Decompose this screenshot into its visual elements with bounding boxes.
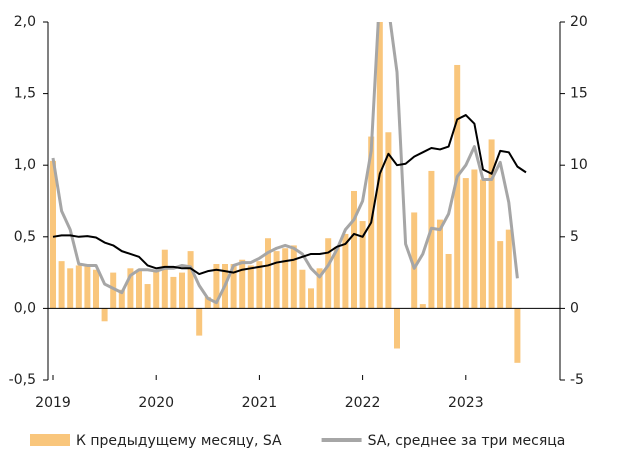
- bar: [505, 229, 512, 309]
- y2-tick-label: 0: [570, 300, 579, 316]
- bar: [428, 170, 435, 309]
- y-tick-label: 0,0: [14, 300, 36, 316]
- bar: [290, 245, 297, 309]
- bar: [445, 253, 452, 309]
- x-tick-label: 2023: [448, 395, 484, 411]
- bar: [480, 179, 486, 309]
- y2-tick-label: 20: [570, 14, 588, 30]
- bar: [204, 296, 211, 309]
- bar: [136, 269, 142, 309]
- bar: [462, 178, 469, 309]
- bar: [161, 249, 168, 309]
- bar: [308, 288, 314, 309]
- bar: [471, 169, 478, 309]
- bar: [153, 271, 160, 309]
- bar: [187, 251, 194, 309]
- x-tick-label: 2022: [345, 395, 381, 411]
- bar: [239, 259, 246, 309]
- y-tick-label: -0,5: [9, 372, 36, 388]
- bar: [437, 219, 443, 309]
- bar: [230, 264, 237, 309]
- bar: [179, 272, 185, 309]
- bar: [514, 308, 521, 363]
- y-tick-label: 0,5: [14, 229, 36, 245]
- bar: [351, 190, 357, 309]
- bar: [488, 139, 495, 309]
- bar: [67, 268, 74, 309]
- bar: [376, 22, 383, 309]
- x-tick-label: 2020: [138, 395, 174, 411]
- line: [51, 22, 519, 305]
- legend-label: К предыдущему месяцу, SA: [76, 433, 282, 449]
- bar: [394, 308, 400, 349]
- bar: [411, 212, 418, 309]
- y-tick-label: 2,0: [14, 14, 36, 30]
- x-tick-label: 2021: [242, 395, 278, 411]
- bar: [127, 268, 134, 309]
- bar: [93, 269, 99, 309]
- bar: [265, 238, 271, 309]
- y2-tick-label: 10: [570, 157, 588, 173]
- bar: [144, 284, 151, 309]
- bar: [101, 308, 108, 322]
- bar: [282, 248, 289, 309]
- bar: [419, 304, 426, 309]
- bar: [75, 265, 82, 309]
- bar: [58, 261, 65, 309]
- bar: [333, 246, 340, 309]
- bar: [273, 251, 280, 309]
- legend-swatch: [30, 434, 70, 446]
- bar: [299, 269, 306, 309]
- bar: [84, 265, 91, 309]
- bar: [256, 261, 263, 309]
- line: [52, 114, 527, 276]
- bar: [213, 264, 220, 309]
- bar: [118, 289, 125, 309]
- bar: [316, 268, 323, 309]
- bar: [247, 265, 254, 309]
- legend-label: SA, среднее за три месяца: [368, 433, 566, 449]
- bar: [497, 241, 504, 309]
- x-tick-label: 2019: [35, 395, 71, 411]
- bar: [325, 238, 332, 309]
- y2-tick-label: 15: [570, 86, 588, 102]
- bar: [196, 308, 203, 336]
- bar: [359, 221, 366, 309]
- bar: [50, 160, 56, 309]
- bar: [342, 233, 349, 309]
- bar: [170, 276, 177, 309]
- bar: [385, 132, 392, 309]
- y-tick-label: 1,0: [14, 157, 36, 173]
- y-tick-label: 1,5: [14, 86, 36, 102]
- y2-tick-label: 5: [570, 229, 579, 245]
- y2-tick-label: -5: [570, 372, 584, 388]
- bar: [454, 64, 461, 309]
- bar: [110, 272, 117, 309]
